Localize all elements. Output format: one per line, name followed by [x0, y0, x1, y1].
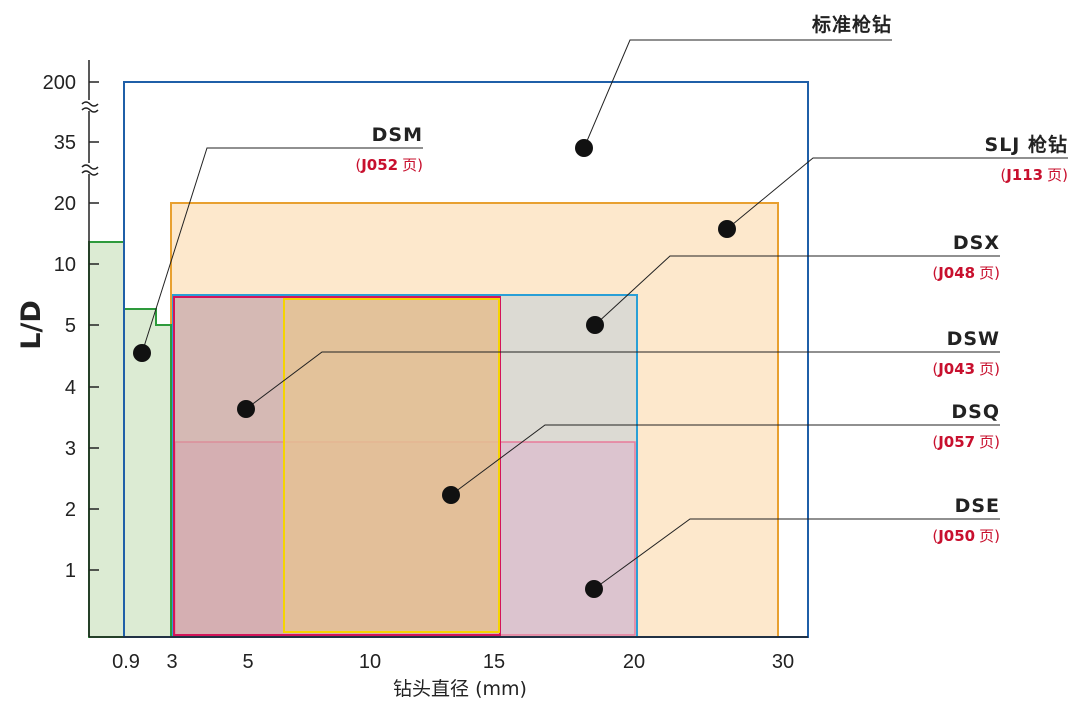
y-axis-break: [81, 163, 99, 176]
x-tick-label: 10: [359, 651, 381, 673]
y-tick-label: 5: [65, 315, 76, 337]
label-dsq: DSQ: [951, 401, 1000, 423]
leader-slj: [726, 157, 1068, 230]
marker-standard: [575, 139, 593, 157]
label-standard-gundrill: 标准枪钻: [812, 13, 892, 36]
series-labels: 标准枪钻 SLJ 枪钻 (J113 页) DSX (J048 页) DSW (J04…: [355, 13, 1068, 545]
y-tick-label: 4: [65, 377, 76, 399]
leader-dsm: [141, 147, 423, 354]
y-tick-label: 35: [54, 132, 76, 154]
leader-dsq: [450, 424, 1000, 496]
y-tick-labels: 200 35 20 10 5 4 3 2 1: [43, 72, 76, 582]
x-tick-label: 15: [483, 651, 505, 673]
label-slj: SLJ 枪钻: [985, 133, 1068, 156]
x-tick-label: 20: [623, 651, 645, 673]
label-dsx: DSX: [953, 232, 1000, 254]
leader-dse: [593, 518, 1000, 590]
leader-dsw: [245, 351, 1000, 410]
leader-lines: [141, 39, 1068, 590]
ref-dsq: (J057 页): [932, 433, 1000, 451]
label-dsw: DSW: [947, 328, 1000, 350]
marker-dsw: [237, 400, 255, 418]
ref-dsm: (J052 页): [355, 156, 423, 174]
marker-dse: [585, 580, 603, 598]
ref-dse: (J050 页): [932, 527, 1000, 545]
region-dsq: [283, 298, 500, 633]
y-axis-break: [81, 100, 99, 113]
x-axis-title: 钻头直径 (mm): [393, 678, 527, 700]
axes: [81, 60, 808, 638]
y-axis-title: L/D: [16, 300, 47, 349]
label-dsm: DSM: [372, 124, 423, 146]
ref-dsx: (J048 页): [932, 264, 1000, 282]
ref-slj: (J113 页): [1000, 166, 1068, 184]
marker-dsx: [586, 316, 604, 334]
marker-slj: [718, 220, 736, 238]
x-tick-label: 30: [772, 651, 794, 673]
y-tick-label: 20: [54, 193, 76, 215]
leader-dsx: [594, 255, 1000, 326]
ref-dsw: (J043 页): [932, 360, 1000, 378]
y-tick-label: 1: [65, 560, 76, 582]
label-dse: DSE: [955, 495, 1000, 517]
y-tick-label: 10: [54, 254, 76, 276]
y-tick-label: 2: [65, 499, 76, 521]
x-tick-labels: 0.9 3 5 10 15 20 30: [112, 651, 794, 673]
marker-dsm: [133, 344, 151, 362]
y-tick-label: 3: [65, 438, 76, 460]
regions: [88, 81, 809, 638]
y-tick-label: 200: [43, 72, 76, 94]
x-tick-label: 5: [242, 651, 253, 673]
x-tick-label: 0.9: [112, 651, 140, 673]
x-tick-label: 3: [166, 651, 177, 673]
marker-dsq: [442, 486, 460, 504]
markers: [133, 139, 736, 598]
leader-standard: [583, 39, 892, 149]
